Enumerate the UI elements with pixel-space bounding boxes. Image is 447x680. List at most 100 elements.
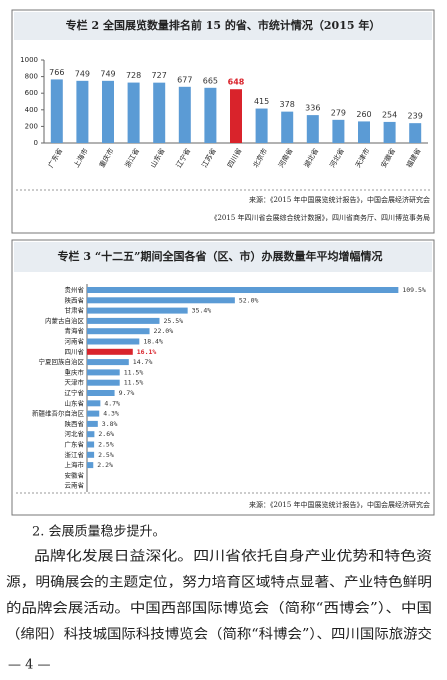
value-label: 2.5% [98,441,114,449]
value-label: 415 [254,97,269,106]
value-label: 2.6% [98,430,114,438]
value-label: 11.5% [124,379,144,387]
bar [50,79,63,143]
y-tick-label: 青海省 [65,326,85,335]
bar [87,431,95,438]
bar [87,400,101,407]
y-tick-label: 800 [25,73,38,81]
x-tick-label: 浙江省 [123,147,141,170]
bar [87,328,150,335]
value-label: 4.3% [103,410,119,418]
value-label: 9.7% [119,389,135,397]
y-tick-label: 600 [25,89,38,97]
x-tick-label: 辽宁省 [174,147,192,170]
value-label: 4.7% [104,399,120,407]
paragraph-line: 品牌化发展日益深化。四川省依托自身产业优势和特色资 [34,548,432,565]
bar [87,359,129,366]
value-label: 378 [280,100,295,109]
x-tick-label: 广东省 [46,147,64,170]
source-note: 《2015 年四川省会展综合统计数据》，四川省商务厅、四川博览事务局 [210,213,430,222]
y-tick-label: 辽宁省 [65,388,85,397]
y-tick-label: 安徽省 [65,470,85,479]
bar [87,379,120,386]
bar [87,462,94,469]
chart-box [11,239,435,516]
value-label: 749 [100,69,115,78]
y-tick-label: 宁夏回族自治区 [39,357,85,366]
value-label: 279 [331,108,346,117]
y-tick-label: 内蒙古自治区 [45,316,85,325]
bar [87,307,188,314]
bar [332,119,345,143]
y-tick-label: 1000 [20,56,38,64]
y-tick-label: 400 [25,106,38,114]
y-tick-label: 重庆市 [65,367,85,376]
x-tick-label: 山东省 [148,147,166,170]
value-label: 254 [382,110,397,119]
y-tick-label: 新疆维吾尔自治区 [32,409,85,418]
chart-box [11,9,435,234]
y-tick-label: 贵州省 [65,285,85,294]
value-label: 22.0% [154,327,174,335]
value-label: 16.1% [137,348,157,356]
value-label: 109.5% [402,286,426,294]
value-label: 14.7% [133,358,153,366]
heading: 2. 会展质量稳步提升。 [32,524,166,540]
page-number: — 4 — [8,658,51,673]
y-tick-label: 陕西省 [65,419,85,428]
bar [127,82,140,143]
y-tick-label: 云南省 [65,481,85,490]
value-label: 35.4% [192,307,212,315]
value-label: 52.0% [239,296,259,304]
title-bar [14,12,432,40]
x-tick-label: 河南省 [276,147,294,170]
x-tick-label: 北京市 [251,147,269,170]
bar [230,89,242,143]
y-tick-label: 四川省 [65,347,85,356]
bar [87,441,95,448]
paragraph-line: 源，明确展会的主题定位，努力培育区域特点显著、产业特色鲜明 [6,574,432,591]
chart-title: 专栏 3 “十二五”期间全国各省（区、市）办展数量年平均增幅情况 [58,249,383,263]
bar [87,390,115,396]
x-tick-label: 四川省 [225,147,243,170]
value-label: 25.5% [164,317,184,325]
x-tick-label: 上海市 [72,147,90,170]
bar [383,121,396,143]
bar [281,111,294,143]
value-label: 766 [49,68,64,77]
source-note: 来源：《2015 年中国展览统计报告》，中国会展经济研究会 [249,500,430,509]
bar [87,451,95,458]
y-tick-label: 河北省 [65,429,85,438]
bar [87,420,98,427]
bar [87,410,100,417]
value-label: 2.2% [97,461,113,469]
bar [204,87,217,143]
chart-title: 专栏 2 全国展览数量排名前 15 的省、市统计情况（2015 年） [66,18,381,32]
value-label: 260 [356,110,371,119]
x-tick-label: 江苏省 [200,147,218,170]
bar [87,348,133,355]
x-tick-label: 重庆市 [97,147,115,170]
value-label: 239 [408,112,423,121]
y-tick-label: 上海市 [65,460,85,469]
bar [87,317,160,324]
bar [178,86,191,143]
value-label: 336 [305,104,320,113]
bar [409,123,422,143]
y-tick-label: 浙江省 [65,450,85,459]
value-label: 728 [126,71,141,80]
bar [87,369,120,376]
bar [87,338,140,345]
bar [306,115,319,143]
value-label: 2.5% [98,451,114,459]
bar [153,82,166,143]
value-label: 648 [228,78,245,87]
x-tick-label: 安徽省 [379,147,397,170]
x-tick-label: 福建省 [404,147,422,170]
title-bar [14,242,432,272]
value-label: 665 [203,76,218,85]
bar [76,80,89,143]
x-tick-label: 河北省 [328,147,346,170]
y-tick-label: 广东省 [65,440,85,449]
